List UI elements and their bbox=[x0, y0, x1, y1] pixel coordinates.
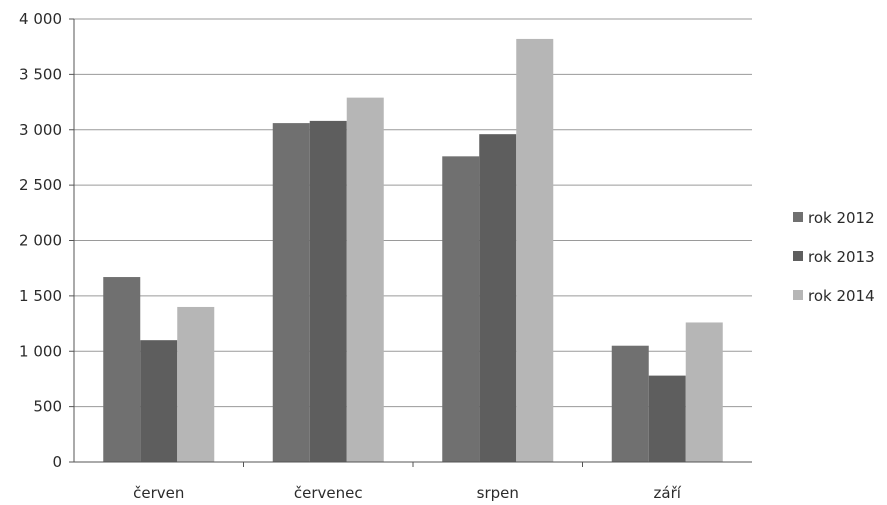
y-tick-label: 2 000 bbox=[19, 232, 62, 250]
y-tick-label: 3 500 bbox=[19, 65, 62, 83]
legend-label: rok 2013 bbox=[808, 248, 875, 266]
y-axis: 0 500 1 000 1 500 2 000 2 500 3 000 3 500 4 000 bbox=[19, 10, 75, 471]
bars bbox=[103, 38, 723, 463]
y-tick-label: 0 bbox=[52, 453, 62, 471]
y-tick-label: 2 500 bbox=[19, 176, 62, 194]
bar bbox=[309, 120, 347, 462]
bar bbox=[272, 123, 310, 462]
x-tick-label: červen bbox=[133, 484, 184, 502]
legend-swatch bbox=[793, 212, 803, 222]
x-tick-label: červenec bbox=[294, 484, 363, 502]
legend: rok 2012 rok 2013 rok 2014 bbox=[793, 209, 875, 305]
x-tick-label: září bbox=[654, 484, 682, 502]
bar bbox=[685, 322, 723, 462]
bar bbox=[648, 375, 686, 462]
bar bbox=[611, 345, 649, 462]
legend-label: rok 2014 bbox=[808, 287, 875, 305]
legend-swatch bbox=[793, 251, 803, 261]
bar bbox=[479, 134, 517, 462]
y-tick-label: 500 bbox=[33, 398, 62, 416]
legend-label: rok 2012 bbox=[808, 209, 875, 227]
bar bbox=[177, 306, 215, 462]
x-tick-label: srpen bbox=[477, 484, 519, 502]
y-tick-label: 4 000 bbox=[19, 10, 62, 28]
bar bbox=[516, 38, 554, 463]
bar bbox=[442, 156, 480, 462]
y-tick-label: 1 000 bbox=[19, 342, 62, 360]
y-tick-label: 3 000 bbox=[19, 121, 62, 139]
bar bbox=[346, 97, 384, 462]
x-axis: červen červenec srpen září bbox=[74, 461, 752, 502]
bar bbox=[140, 340, 178, 462]
bar bbox=[103, 277, 141, 462]
y-tick-label: 1 500 bbox=[19, 287, 62, 305]
legend-swatch bbox=[793, 290, 803, 300]
